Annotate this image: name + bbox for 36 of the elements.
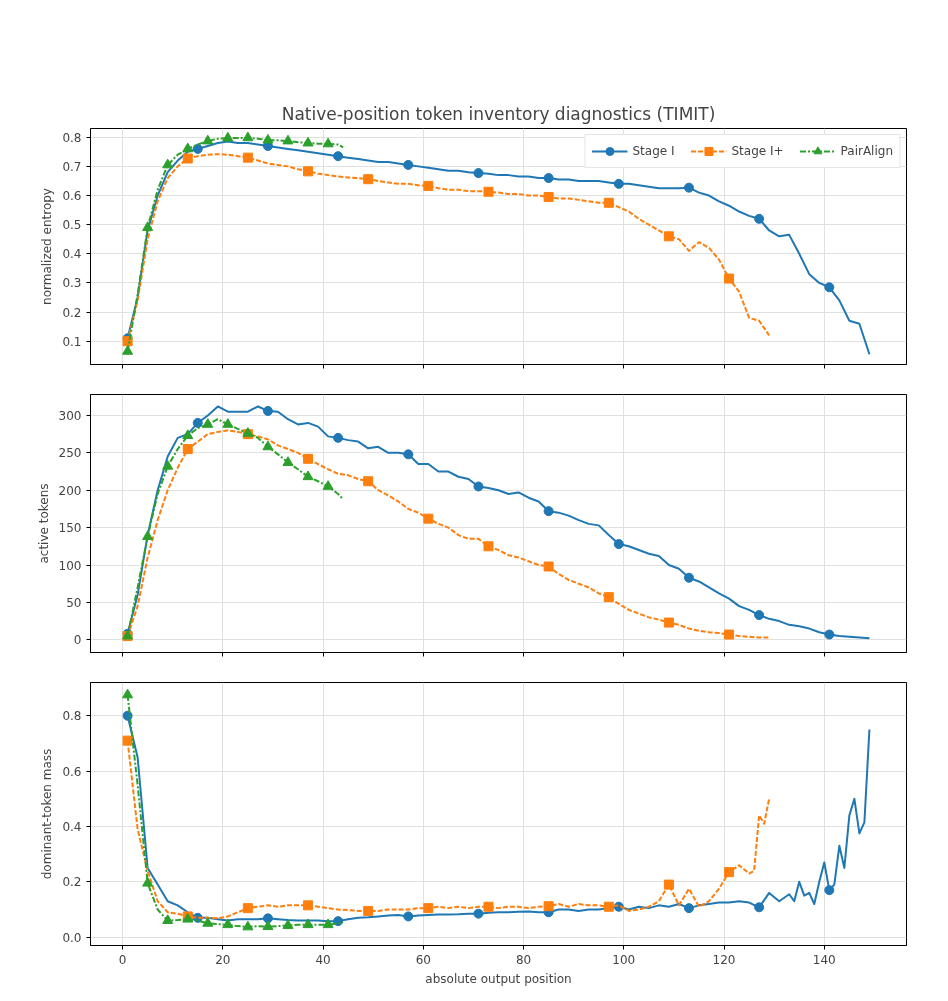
x-tick-label: 60 — [415, 952, 431, 967]
y-tick-label: 0.0 — [62, 930, 82, 945]
x-tick-label: 100 — [612, 952, 636, 967]
y-tick-label: 0.3 — [62, 276, 82, 291]
x-tick-label: 80 — [515, 952, 532, 967]
x-tick-label: 140 — [812, 952, 836, 967]
y-tick-label: 0.8 — [62, 709, 82, 724]
y-tick-label: 0 — [73, 633, 82, 648]
y-axis-title: normalized entropy — [40, 188, 55, 305]
y-tick-label: 0.1 — [62, 334, 82, 349]
y-tick-label: 0.8 — [62, 130, 82, 145]
y-tick-label: 0.6 — [62, 764, 82, 779]
x-tick-label: 120 — [712, 952, 736, 967]
y-axis-title: active tokens — [36, 483, 51, 564]
y-tick-label: 150 — [58, 521, 82, 536]
y-tick-label: 200 — [58, 483, 82, 498]
y-tick-label: 0.2 — [62, 305, 82, 320]
y-tick-label: 0.5 — [62, 218, 82, 233]
chart-title: Native-position token inventory diagnostics (TIMIT) — [281, 103, 716, 124]
y-tick-label: 0.4 — [62, 819, 82, 834]
y-tick-label: 100 — [58, 558, 82, 573]
x-tick-label: 40 — [315, 952, 331, 967]
y-tick-label: 300 — [58, 408, 82, 423]
y-tick-label: 250 — [58, 446, 82, 461]
y-axis-title: dominant-token mass — [40, 748, 55, 880]
x-tick-label: 20 — [215, 952, 231, 967]
x-tick-label: 0 — [118, 952, 127, 967]
legend-label: PairAlign — [840, 144, 893, 158]
y-tick-label: 50 — [66, 595, 82, 610]
x-axis-title: absolute output position — [425, 971, 572, 986]
y-tick-label: 0.7 — [62, 159, 82, 174]
y-tick-label: 0.2 — [62, 875, 82, 890]
y-tick-label: 0.6 — [62, 189, 82, 204]
y-tick-label: 0.4 — [62, 247, 82, 262]
legend-label: Stage I+ — [731, 144, 784, 158]
legend-label: Stage I — [632, 144, 675, 158]
